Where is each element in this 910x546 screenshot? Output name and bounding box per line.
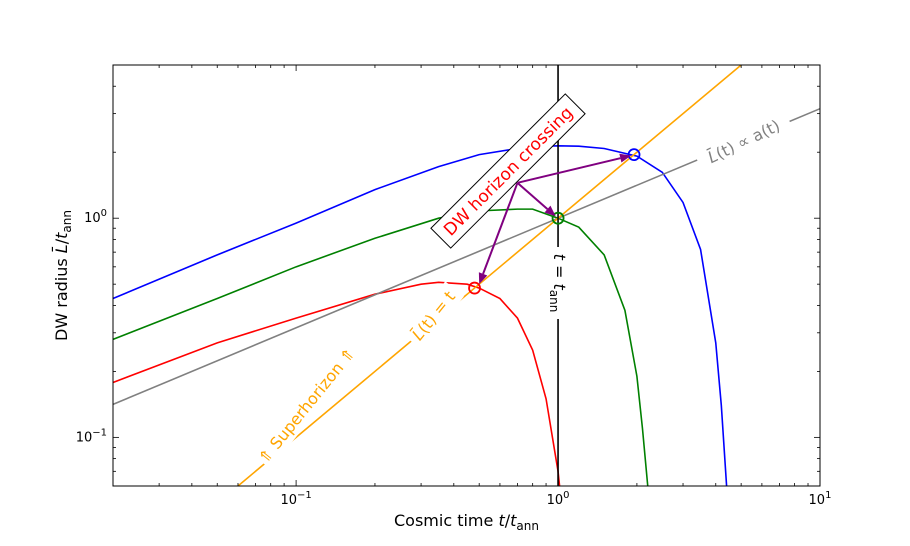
superhorizon-label-text: ⇑ Superhorizon ⇑ bbox=[254, 344, 359, 467]
horizon-arrow-2 bbox=[482, 182, 519, 275]
horizon-arrowhead-0 bbox=[619, 153, 632, 163]
gray-label-bg bbox=[693, 108, 794, 174]
crossing-marker-1 bbox=[551, 211, 565, 225]
superhorizon-label: ⇑ Superhorizon ⇑ bbox=[251, 341, 361, 469]
series-line-0 bbox=[113, 144, 728, 486]
series-line-2 bbox=[113, 281, 561, 486]
x-axis-label: Cosmic time t/tann bbox=[394, 511, 539, 533]
horizon-arrow-0 bbox=[517, 157, 621, 184]
plot-frame bbox=[112, 64, 821, 487]
y-axis-label: DW radius L̄/tann bbox=[52, 210, 74, 341]
crossing-marker-2 bbox=[468, 281, 481, 295]
vline-label-bg bbox=[547, 247, 572, 319]
superhorizon-label-bg bbox=[251, 341, 361, 469]
annotation-box-frame bbox=[430, 93, 586, 249]
x-tick-label: 10−1 bbox=[280, 490, 311, 508]
horizon-crossing-box: DW horizon crossing bbox=[430, 93, 586, 249]
y-tick-label: 100 bbox=[84, 208, 107, 226]
series-line-4 bbox=[237, 65, 742, 486]
horizon-arrow-1 bbox=[516, 182, 549, 210]
gray-line-label: L̄(t) ∝ a(t) bbox=[693, 108, 794, 174]
vline-label-text: t = tann bbox=[547, 254, 569, 313]
horizon-arrowhead-1 bbox=[544, 205, 556, 217]
y-tick-label: 10−1 bbox=[76, 427, 107, 445]
orange-line-label: L̄(t) = t bbox=[402, 281, 464, 350]
vline-label: t = tann bbox=[547, 247, 572, 319]
x-tick-label: 100 bbox=[547, 490, 570, 508]
series-line-1 bbox=[113, 208, 649, 486]
x-tick-label: 101 bbox=[809, 490, 832, 508]
horizon-arrowhead-2 bbox=[478, 272, 488, 285]
orange-label-bg bbox=[402, 281, 464, 350]
crossing-marker-0 bbox=[627, 148, 641, 162]
